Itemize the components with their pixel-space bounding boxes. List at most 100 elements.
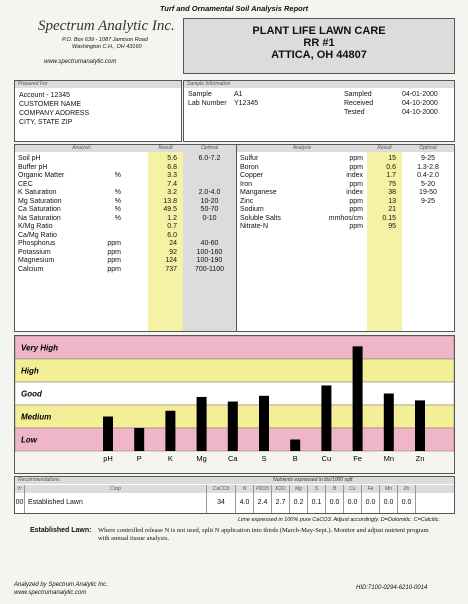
analysis-result: 92	[169, 248, 177, 256]
chart-category-label: Zn	[416, 454, 425, 463]
received-label: Received	[344, 100, 374, 107]
analysis-result: 1.7	[386, 172, 396, 179]
analysis-row: Copper index 1.7 0.4-2.0	[237, 172, 454, 181]
sample-info-header: Sample Information	[184, 81, 454, 88]
prepared-for-box: Prepared For Account - 12345 CUSTOMER NA…	[14, 80, 182, 142]
analysis-unit: ppm	[349, 206, 363, 213]
analysis-optimal: 50-70	[200, 206, 219, 213]
lab-number-label: Lab Number	[188, 100, 227, 107]
analysis-row: Buffer pH 6.8	[15, 164, 236, 173]
analysis-optimal: 10-20	[200, 197, 219, 205]
footer-website: www.spectrumanalytic.com	[14, 590, 87, 596]
analysis-row: Calcium ppm 737 700-1100	[15, 266, 236, 275]
analysis-name: Calcium	[18, 265, 44, 273]
analysis-result: 737	[165, 265, 177, 273]
analysis-name: Organic Matter	[18, 172, 65, 179]
analysis-optimal: 19-50	[419, 189, 437, 196]
analysis-row: Potassium ppm 92 100-160	[15, 249, 236, 258]
chart-band-label: Good	[21, 390, 43, 399]
analysis-optimal: 5-20	[420, 180, 435, 188]
sample-value: A1	[234, 91, 243, 98]
chart-category-label: Mg	[196, 454, 206, 463]
chart-category-label: pH	[103, 454, 113, 463]
chart-bar	[196, 396, 207, 451]
analysis-row: Soluble Salts mmhos/cm 0.15	[237, 215, 454, 224]
chart-bar	[352, 346, 363, 451]
chart-bar	[415, 400, 425, 451]
analysis-unit: ppm	[107, 248, 121, 256]
client-name: PLANT LIFE LAWN CARE	[252, 25, 386, 37]
analysis-name: Sodium	[240, 206, 264, 213]
chart-bar	[383, 393, 394, 451]
analysis-result: 75	[388, 180, 396, 188]
analysis-result: 0.7	[167, 223, 177, 230]
rec-col-header: S	[308, 485, 326, 493]
analysis-optimal: 700-1100	[194, 265, 225, 273]
chart-bar	[134, 428, 145, 451]
sampled-value: 04-01-2000	[402, 91, 438, 98]
analysis-name: Nitrate-N	[240, 223, 269, 230]
chart-category-label: B	[293, 454, 298, 463]
nutrient-chart: Very High High Good Medium Low pH P K Mg Ca S B Cu Fe…	[14, 335, 455, 474]
analysis-optimal: 100-190	[196, 257, 223, 264]
analysis-row: Soil pH 5.6 6.0-7.2	[15, 155, 236, 164]
analysis-name: CEC	[18, 180, 33, 188]
tested-value: 04-10-2000	[402, 109, 438, 116]
rec-value: 4.0	[236, 493, 254, 513]
analysis-name: Ca Saturation	[18, 206, 61, 213]
analysis-row: Phosphorus ppm 24 40-60	[15, 240, 236, 249]
rec-value: 0.0	[362, 493, 380, 513]
analysis-result: 124	[165, 257, 177, 264]
analysis-row: Magnesium ppm 124 100-190	[15, 257, 236, 266]
analysis-row: Mg Saturation% 13.8 10-20	[15, 198, 236, 207]
rec-row: 00 Established Lawn 34 4.0 2.4 2.7 0.2 0.1 0.0 0.…	[15, 493, 454, 513]
rec-col-header: Mg	[290, 485, 308, 493]
analysis-result: 49.5	[163, 206, 177, 213]
result-col-header-right: Result	[377, 145, 392, 151]
analysis-optimal: 1.3-2.8	[417, 163, 439, 171]
rec-col-header: P2O5	[254, 485, 272, 493]
analysis-result: 6.0	[167, 231, 177, 239]
rec-col-header: Mn	[380, 485, 398, 493]
client-city: ATTICA, OH 44807	[271, 49, 367, 61]
analysis-result: 5.6	[167, 155, 177, 162]
chart-category-label: Ca	[228, 454, 238, 463]
analysis-optimal: 2.0-4.0	[198, 189, 221, 196]
analysis-name: Copper	[240, 172, 263, 179]
analysis-unit: ppm	[349, 223, 363, 230]
client-route: RR #1	[303, 37, 335, 49]
analysis-result: 3.2	[167, 189, 177, 196]
chart-bar	[290, 439, 301, 451]
chart-band-label: Low	[21, 436, 38, 445]
analysis-result: 6.8	[167, 163, 177, 171]
chart-band	[15, 336, 454, 360]
rec-crop: Established Lawn	[25, 493, 207, 513]
lab-name: Spectrum Analytic Inc.	[38, 18, 175, 34]
analysis-optimal: 40-60	[200, 240, 219, 247]
rec-value: 0.0	[380, 493, 398, 513]
analysis-row: K/Mg Ratio 0.7	[15, 223, 236, 232]
analysis-row: Organic Matter% 3.3	[15, 172, 236, 181]
rec-col-header: N	[236, 485, 254, 493]
rec-col-header: CaCO3	[207, 485, 236, 493]
analysis-row: Sodium ppm 21	[237, 206, 454, 215]
analysis-unit: %	[114, 197, 121, 205]
analysis-unit: ppm	[349, 197, 363, 205]
rec-col-header: B	[326, 485, 344, 493]
analysis-unit: ppm	[349, 163, 363, 171]
rec-value: 0.0	[398, 493, 416, 513]
analysis-unit: ppm	[349, 180, 363, 188]
analysis-unit: ppm	[107, 257, 121, 264]
analysis-unit: index	[346, 189, 363, 196]
rec-col-header: K2O	[272, 485, 290, 493]
optimal-col-header-right: Optimal	[419, 145, 437, 151]
rec-col-header: Yr	[15, 485, 25, 493]
analysis-result: 3.3	[167, 172, 177, 179]
city-state-line: CITY, STATE ZIP	[19, 119, 73, 126]
analysis-name: Iron	[240, 180, 253, 188]
established-lawn-title: Established Lawn:	[30, 527, 92, 534]
analysis-optimal: 0-10	[202, 214, 217, 222]
chart-bar	[321, 385, 332, 451]
analysis-result: 95	[388, 223, 396, 230]
rec-col-header: Fe	[362, 485, 380, 493]
